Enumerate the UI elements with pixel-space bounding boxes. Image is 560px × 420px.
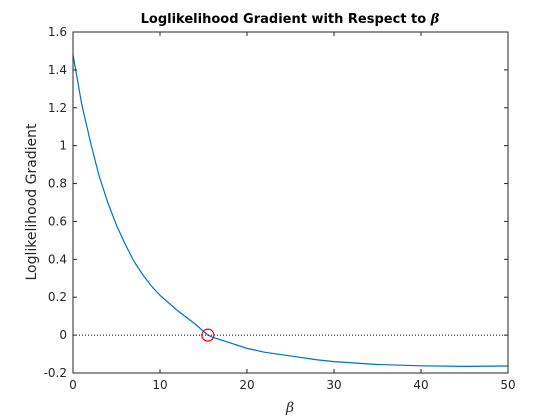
y-tick-label: 1 — [59, 139, 67, 153]
y-axis-label: Loglikelihood Gradient — [24, 123, 40, 281]
plot-area-frame — [72, 31, 509, 374]
x-tick-label: 0 — [69, 378, 77, 392]
root-marker — [201, 328, 215, 342]
y-tick-label: 0.4 — [48, 252, 67, 266]
y-tick-label: 1.6 — [48, 25, 67, 39]
y-tick-label: 1.2 — [48, 101, 67, 115]
y-tick-label: 0.6 — [48, 214, 67, 228]
x-tick-label: 20 — [239, 378, 254, 392]
gradient-curve — [72, 54, 509, 367]
x-tick-label: 10 — [152, 378, 167, 392]
x-tick-label: 30 — [326, 378, 341, 392]
y-tick-label: 0 — [59, 328, 67, 342]
x-tick-label: 50 — [500, 378, 515, 392]
x-axis-label: β — [285, 400, 294, 416]
y-tick-label: 1.4 — [48, 63, 67, 77]
y-tick-label: 0.8 — [48, 177, 67, 191]
y-tick-label: 0.2 — [48, 290, 67, 304]
x-tick-label: 40 — [413, 378, 428, 392]
chart-title: Loglikelihood Gradient with Respect to β — [141, 12, 440, 27]
y-tick-label: -0.2 — [44, 366, 67, 380]
